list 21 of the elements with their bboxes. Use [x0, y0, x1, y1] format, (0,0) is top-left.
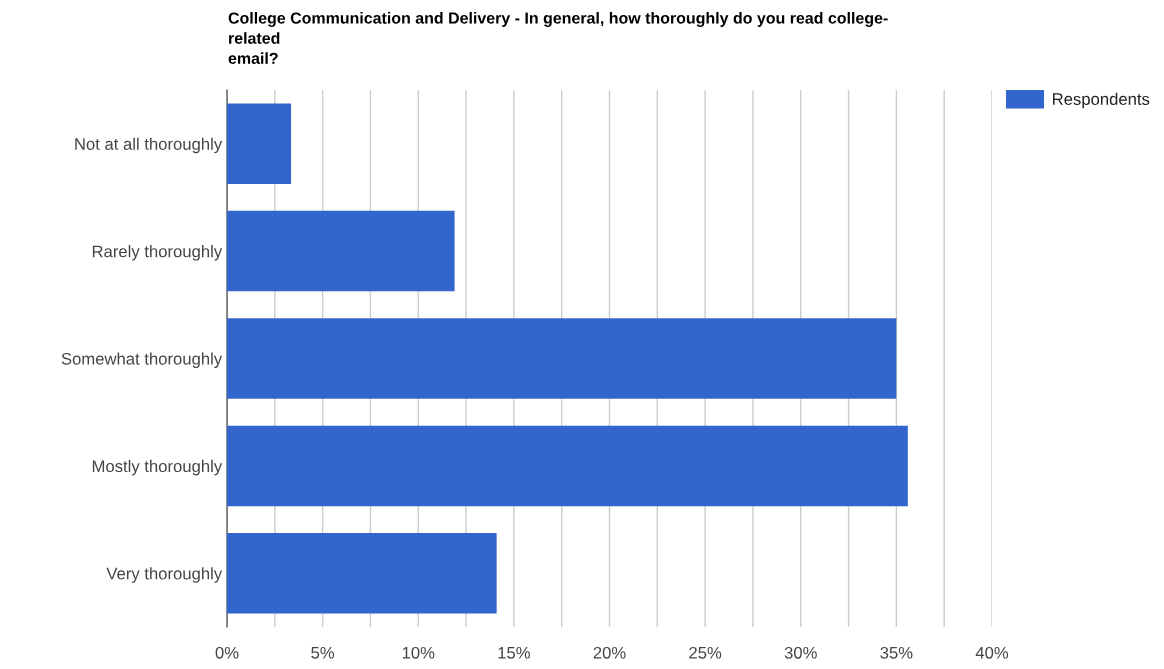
- bar: [227, 318, 897, 399]
- y-tick-label: Very thoroughly: [106, 567, 223, 583]
- x-tick-label: 40%: [975, 646, 1009, 659]
- x-tick-label: 25%: [689, 646, 722, 659]
- bar: [227, 533, 497, 614]
- x-tick-label: 35%: [880, 646, 913, 659]
- bar: [227, 425, 908, 507]
- y-tick-label: Rarely thoroughly: [92, 245, 223, 261]
- bar: [227, 210, 455, 292]
- x-tick-label: 0%: [215, 646, 239, 659]
- x-tick-label: 15%: [498, 646, 530, 659]
- y-tick-label: Somewhat thoroughly: [61, 352, 223, 368]
- x-tick-label: 30%: [784, 646, 817, 659]
- x-tick-label: 5%: [311, 646, 335, 659]
- bar: [227, 103, 292, 184]
- x-tick-label: 20%: [593, 646, 626, 659]
- y-tick-label: Not at all thoroughly: [75, 137, 223, 154]
- legend-label: Respondents: [1053, 92, 1150, 109]
- x-tick-label: 10%: [402, 646, 435, 659]
- y-tick-label: Mostly thoroughly: [92, 459, 223, 476]
- chart-title: College Communication and Delivery - In general, how thoroughly do you read college- related email?: [228, 12, 888, 64]
